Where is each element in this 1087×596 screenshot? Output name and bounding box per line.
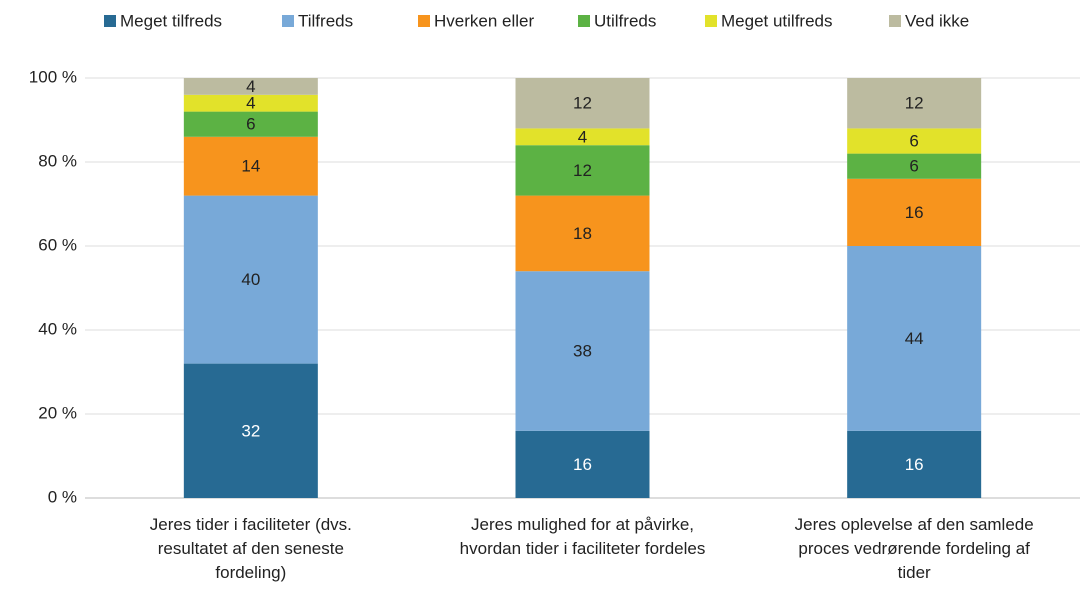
y-tick-label: 80 % [38,151,77,170]
x-tick-line: Jeres mulighed for at påvirke, [471,515,694,534]
legend-swatch [104,15,116,27]
legend-swatch [889,15,901,27]
bar-segment [515,430,650,498]
data-label: 4 [246,77,255,96]
data-label: 12 [573,161,592,180]
bar-segment [183,78,318,95]
legend-swatch [418,15,430,27]
data-label: 32 [241,421,260,440]
data-label: 16 [905,455,924,474]
y-tick-label: 20 % [38,403,77,422]
bar-segment [183,195,318,364]
data-label: 6 [246,115,255,134]
data-label: 4 [578,127,587,146]
x-tick-line: hvordan tider i faciliteter fordeles [460,539,706,558]
bar-segment [183,94,318,112]
x-tick-line: Jeres tider i faciliteter (dvs. [150,515,352,534]
bar-segment [847,178,982,246]
legend-label: Ved ikke [905,11,969,30]
data-label: 16 [573,455,592,474]
y-tick-label: 100 % [29,67,77,86]
x-tick-line: resultatet af den seneste [158,539,344,558]
bar-segment [515,145,650,196]
x-tick-label: Jeres tider i faciliteter (dvs. resultate… [150,515,352,582]
data-label: 38 [573,341,592,360]
data-label: 44 [905,329,924,348]
data-label: 18 [573,224,592,243]
data-label: 6 [909,157,918,176]
data-label: 40 [241,270,260,289]
bar-segment [847,153,982,179]
y-tick-label: 60 % [38,235,77,254]
bar-segment [515,271,650,431]
bar-segment [847,430,982,498]
x-tick-line: Jeres oplevelse af den samlede [795,515,1034,534]
data-label: 4 [246,94,255,113]
legend-swatch [578,15,590,27]
legend-label: Hverken eller [434,11,534,30]
bar-segment [847,246,982,431]
bar-segment [183,111,318,137]
x-tick-line: tider [898,563,931,582]
legend-label: Meget tilfreds [120,11,222,30]
bar-segment [515,195,650,272]
data-label: 14 [241,157,260,176]
bar-segment [847,128,982,154]
legend-label: Meget utilfreds [721,11,833,30]
bar-segment [183,363,318,498]
legend-label: Utilfreds [594,11,656,30]
x-tick-line: proces vedrørende fordeling af [798,539,1030,558]
legend-swatch [705,15,717,27]
bar-segment [515,128,650,146]
x-tick-line: fordeling) [215,563,286,582]
y-tick-label: 0 % [48,487,77,506]
data-label: 16 [905,203,924,222]
data-label: 12 [905,94,924,113]
y-tick-label: 40 % [38,319,77,338]
bar-segment [515,78,650,129]
legend-swatch [282,15,294,27]
bar-segment [183,136,318,196]
bar-segment [847,78,982,129]
data-label: 6 [909,131,918,150]
legend-label: Tilfreds [298,11,353,30]
x-tick-label: Jeres mulighed for at påvirke, hvordan ti… [460,515,706,558]
x-tick-label: Jeres oplevelse af den samlede proces ved… [795,515,1034,582]
data-label: 12 [573,94,592,113]
